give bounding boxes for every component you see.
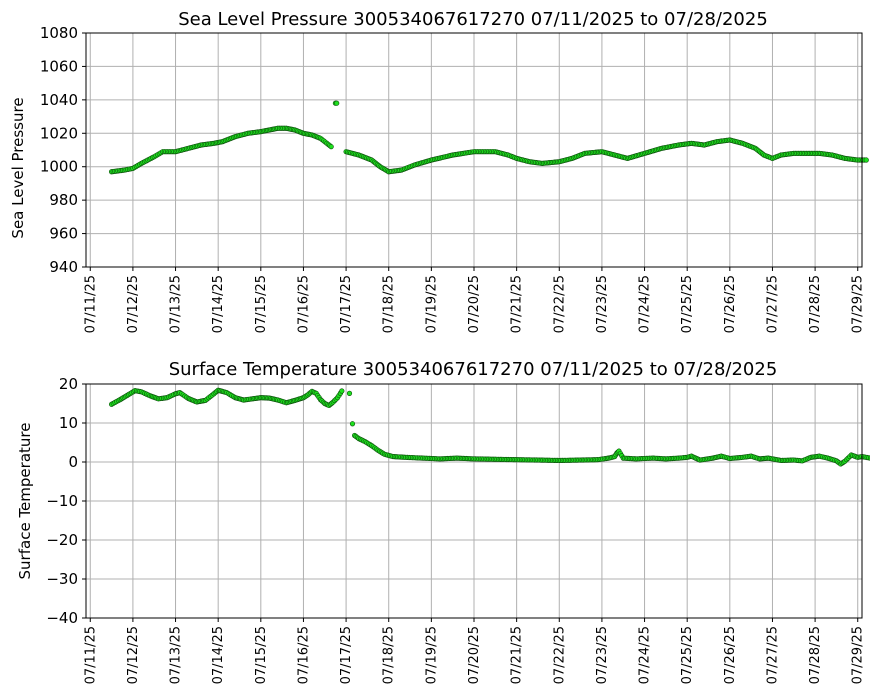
x-tick-label: 07/16/25 — [296, 275, 311, 333]
x-tick-label: 07/20/25 — [467, 626, 482, 684]
y-tick-label: 0 — [68, 453, 78, 471]
x-tick-label: 07/23/25 — [595, 626, 610, 684]
chart-title: Surface Temperature 300534067617270 07/1… — [169, 359, 778, 380]
y-tick-label: −10 — [46, 492, 78, 510]
y-tick-label: 960 — [49, 225, 78, 243]
x-tick-label: 07/19/25 — [424, 275, 439, 333]
y-axis-label: Surface Temperature — [16, 423, 34, 580]
x-tick-label: 07/29/25 — [851, 275, 866, 333]
y-tick-label: 1040 — [40, 91, 78, 109]
x-tick-label: 07/17/25 — [339, 626, 354, 684]
data-point — [346, 390, 353, 396]
surface-temperature-chart: Surface Temperature 300534067617270 07/1… — [16, 359, 870, 684]
x-tick-label: 07/13/25 — [169, 626, 184, 684]
x-tick-label: 07/22/25 — [552, 275, 567, 333]
x-tick-label: 07/21/25 — [510, 275, 525, 333]
y-tick-label: −40 — [46, 609, 78, 627]
data-point — [349, 421, 356, 427]
x-tick-label: 07/19/25 — [424, 626, 439, 684]
data-points — [108, 100, 869, 175]
x-tick-label: 07/27/25 — [765, 626, 780, 684]
x-tick-label: 07/11/25 — [83, 626, 98, 684]
y-tick-label: 20 — [59, 375, 78, 393]
data-point — [339, 388, 345, 394]
data-point — [328, 144, 334, 150]
x-tick-label: 07/29/25 — [851, 626, 866, 684]
x-tick-label: 07/16/25 — [296, 626, 311, 684]
y-tick-label: −30 — [46, 570, 78, 588]
x-tick-label: 07/14/25 — [211, 626, 226, 684]
x-tick-label: 07/15/25 — [254, 626, 269, 684]
x-tick-label: 07/26/25 — [723, 626, 738, 684]
data-point — [334, 100, 340, 106]
x-tick-label: 07/22/25 — [552, 626, 567, 684]
x-tick-label: 07/11/25 — [83, 275, 98, 333]
x-tick-label: 07/28/25 — [808, 275, 823, 333]
y-tick-label: 980 — [49, 191, 78, 209]
x-tick-label: 07/21/25 — [510, 626, 525, 684]
x-tick-label: 07/25/25 — [680, 275, 695, 333]
plot-frame — [85, 383, 863, 619]
y-tick-label: 1060 — [40, 57, 78, 75]
x-tick-label: 07/12/25 — [126, 275, 141, 333]
x-tick-label: 07/24/25 — [638, 626, 653, 684]
data-point — [863, 157, 869, 163]
x-tick-label: 07/26/25 — [723, 275, 738, 333]
y-tick-label: 1080 — [40, 24, 78, 42]
x-tick-label: 07/24/25 — [638, 275, 653, 333]
x-tick-label: 07/25/25 — [680, 626, 695, 684]
x-tick-label: 07/23/25 — [595, 275, 610, 333]
x-tick-label: 07/18/25 — [382, 275, 397, 333]
y-tick-label: 10 — [59, 414, 78, 432]
x-tick-label: 07/15/25 — [254, 275, 269, 333]
y-axis-label: Sea Level Pressure — [9, 97, 27, 238]
sea-level-pressure-chart: Sea Level Pressure 300534067617270 07/11… — [9, 9, 869, 333]
data-points — [108, 387, 870, 467]
x-tick-label: 07/12/25 — [126, 626, 141, 684]
chart-title: Sea Level Pressure 300534067617270 07/11… — [178, 9, 768, 30]
x-tick-label: 07/13/25 — [169, 275, 184, 333]
x-tick-label: 07/20/25 — [467, 275, 482, 333]
y-tick-label: 940 — [49, 258, 78, 276]
x-tick-label: 07/18/25 — [382, 626, 397, 684]
y-tick-labels: −40 −30 −20 −10 0 10 20 — [46, 375, 86, 627]
x-tick-label: 07/28/25 — [808, 626, 823, 684]
y-tick-label: 1000 — [40, 158, 78, 176]
x-tick-label: 07/14/25 — [211, 275, 226, 333]
x-tick-labels: 07/11/25 07/12/25 07/13/25 07/14/25 07/15/25… — [83, 618, 866, 684]
y-tick-labels: 940 960 980 1000 1020 1040 1060 1080 — [40, 24, 86, 276]
grid-lines — [86, 383, 862, 619]
x-tick-label: 07/17/25 — [339, 275, 354, 333]
x-tick-label: 07/27/25 — [765, 275, 780, 333]
y-tick-label: −20 — [46, 531, 78, 549]
plot-frame — [85, 32, 863, 268]
x-tick-labels: 07/11/25 07/12/25 07/13/25 07/14/25 07/15/25… — [83, 267, 866, 333]
y-tick-label: 1020 — [40, 124, 78, 142]
